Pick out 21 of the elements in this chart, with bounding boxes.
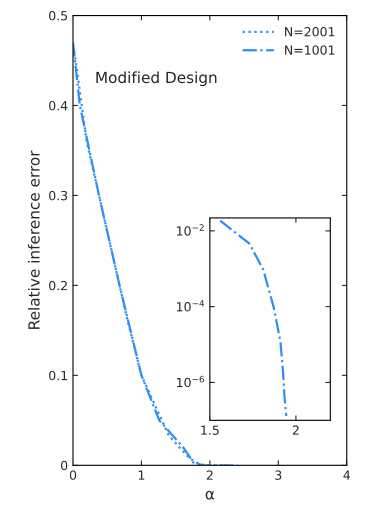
y-tick-label: 10$^{−2}$: [177, 224, 204, 236]
x-tick-label: 1.5: [201, 426, 219, 435]
x-tick-label: 2: [292, 425, 299, 435]
y-tick-label: 0.1: [49, 370, 67, 380]
y-tick-label: 0.5: [49, 10, 68, 20]
y-tick-label: 0.2: [49, 280, 67, 290]
legend-label: N=1001: [285, 45, 334, 55]
x-tick-label: 2: [206, 470, 213, 480]
x-axis-title: α: [206, 490, 214, 500]
y-axis-title: Relative inference error: [28, 150, 40, 329]
legend-label: N=2001: [285, 26, 334, 36]
y-tick-label: 10$^{−4}$: [177, 300, 204, 312]
x-tick-label: 4: [343, 470, 350, 480]
annotation: Modified Design: [96, 71, 216, 86]
x-tick-label: 3: [275, 470, 282, 480]
y-tick-label: 0.3: [49, 190, 68, 200]
y-tick-label: 0: [61, 460, 68, 470]
x-tick-label: 0: [70, 470, 76, 480]
x-tick-label: 1: [138, 470, 144, 480]
y-tick-label: 10$^{−6}$: [177, 376, 204, 388]
y-tick-label: 0.4: [49, 100, 68, 110]
